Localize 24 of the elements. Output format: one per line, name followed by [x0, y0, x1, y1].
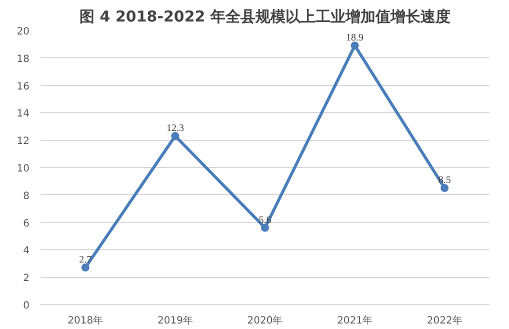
data-label: 12.3: [166, 122, 184, 134]
x-tick-label: 2021年: [337, 314, 373, 326]
data-label: 18.9: [346, 32, 364, 44]
y-tick-label: 0: [23, 300, 30, 312]
point: [261, 224, 269, 232]
y-tick-label: 16: [16, 81, 30, 92]
point: [171, 132, 180, 140]
x-tick-label: 2022年: [426, 314, 462, 326]
y-tick-label: 18: [16, 54, 30, 65]
y-tick-label: 14: [16, 108, 30, 120]
y-tick-label: 4: [23, 246, 30, 257]
y-tick-label: 12: [16, 136, 30, 148]
x-tick-label: 2020年: [247, 314, 283, 326]
y-tick-label: 10: [16, 164, 30, 174]
chart-title: 图 4 2018-2022 年全县规模以上工业增加值增长速度: [80, 8, 450, 26]
point: [440, 184, 449, 192]
y-tick-label: 20: [16, 26, 30, 38]
x-tick-label: 2018年: [68, 314, 104, 326]
y-tick-label: 8: [23, 190, 30, 202]
y-tick-label: 2: [23, 273, 30, 284]
x-tick-label: 2019年: [157, 314, 193, 326]
point: [350, 42, 359, 50]
y-tick-label: 6: [23, 218, 30, 230]
point: [81, 264, 90, 272]
